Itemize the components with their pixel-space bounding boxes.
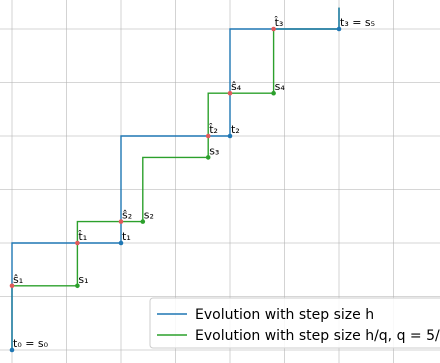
series-lines <box>11 7 340 350</box>
point-marker <box>336 26 342 32</box>
point-labels: t₀ = s₀ ŝ₁ s₁ t̂₁ t₁ ŝ₂ s₂ s₃ t̂₂ t₂ ŝ₄ s₄ t̂₃ t₃ = s… <box>13 16 375 350</box>
point-marker <box>227 90 233 96</box>
point-marker <box>118 240 124 246</box>
point-label: ŝ₄ <box>231 80 242 93</box>
point-label: t₂ <box>231 123 240 136</box>
legend-box <box>149 297 440 349</box>
legend: Evolution with step size h Evolution wit… <box>149 297 440 349</box>
point-label: t̂₁ <box>78 230 87 243</box>
point-label: ŝ₂ <box>122 209 132 222</box>
legend-label-h: Evolution with step size h <box>195 307 374 323</box>
point-label: s₃ <box>209 144 219 157</box>
point-label: t̂₃ <box>274 16 283 29</box>
point-marker <box>271 90 276 96</box>
point-marker <box>227 133 233 139</box>
point-marker <box>271 26 276 32</box>
point-label: t̂₂ <box>208 123 217 136</box>
point-label: t₀ = s₀ <box>13 337 49 350</box>
point-label: t₃ = s₅ <box>340 16 375 29</box>
point-marker <box>9 347 15 353</box>
point-marker <box>205 133 211 139</box>
point-label: ŝ₁ <box>13 273 23 286</box>
legend-label-hq: Evolution with step size h/q, q = 5/3 <box>195 328 440 344</box>
point-marker <box>75 240 80 246</box>
point-label: s₄ <box>275 80 286 93</box>
point-label: s₁ <box>78 273 88 286</box>
point-marker <box>205 155 211 160</box>
marked-points <box>9 26 342 353</box>
point-label: t₁ <box>122 230 131 243</box>
point-label: s₂ <box>144 209 154 222</box>
point-marker <box>140 219 146 224</box>
point-marker <box>75 283 80 289</box>
point-marker <box>9 283 15 289</box>
point-marker <box>118 219 124 224</box>
series-line-h <box>11 7 340 350</box>
